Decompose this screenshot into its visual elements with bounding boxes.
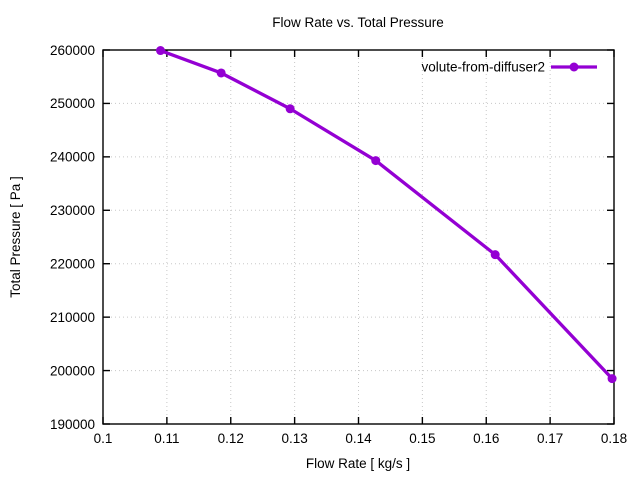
grid-lines: [103, 50, 614, 424]
series-data-points: [155, 46, 617, 384]
legend: volute-from-diffuser2: [421, 60, 597, 75]
legend-series-label: volute-from-diffuser2: [421, 60, 545, 75]
y-tick-label: 190000: [50, 417, 95, 432]
x-tick-label: 0.18: [601, 431, 627, 446]
x-tick-label: 0.14: [345, 431, 372, 446]
x-tick-label: 0.17: [537, 431, 563, 446]
data-point-marker: [490, 250, 500, 260]
y-tick-label: 260000: [50, 43, 95, 58]
x-axis-label: Flow Rate [ kg/s ]: [306, 456, 410, 471]
x-tick-label: 0.11: [154, 431, 179, 446]
series-line: [158, 48, 614, 381]
y-tick-label: 200000: [50, 363, 95, 378]
y-tick-label: 230000: [50, 203, 95, 218]
legend-marker-icon: [569, 62, 579, 72]
y-tick-label: 220000: [50, 257, 95, 272]
x-axis-tick-labels: 0.1 0.11 0.12 0.13 0.14 0.15 0.16 0.17 0.18: [94, 431, 628, 446]
x-tick-label: 0.12: [218, 431, 244, 446]
data-point-marker: [216, 68, 226, 78]
plot-border: [102, 49, 615, 425]
y-tick-label: 210000: [50, 310, 95, 325]
data-point-marker: [155, 46, 165, 56]
chart-title: Flow Rate vs. Total Pressure: [272, 15, 444, 30]
x-tick-label: 0.1: [94, 431, 113, 446]
data-point-marker: [285, 104, 295, 114]
x-tick-label: 0.13: [281, 431, 307, 446]
data-point-marker: [607, 374, 617, 384]
x-tick-label: 0.16: [473, 431, 499, 446]
y-tick-label: 240000: [50, 150, 95, 165]
y-axis-tick-labels: 190000 200000 210000 220000 230000 240000 2500…: [50, 43, 95, 432]
data-point-marker: [371, 156, 381, 166]
y-tick-label: 250000: [50, 96, 95, 111]
x-tick-label: 0.15: [409, 431, 435, 446]
y-axis-label: Total Pressure [ Pa ]: [8, 176, 23, 298]
